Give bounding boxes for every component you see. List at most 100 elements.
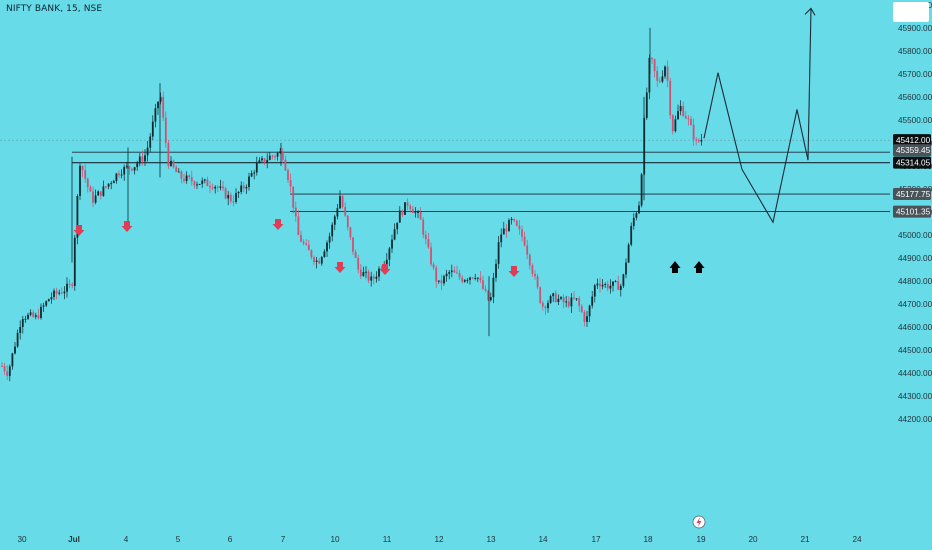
candle-body (203, 179, 206, 181)
candle-body (11, 353, 14, 367)
candle-body (211, 187, 214, 189)
candle-body (401, 210, 404, 215)
candle-body (450, 270, 453, 273)
x-tick-label: 14 (538, 535, 548, 544)
candle-body (84, 170, 87, 179)
down-arrow-marker[interactable] (379, 264, 391, 275)
candle-body (162, 96, 165, 118)
candle-body (14, 346, 16, 354)
candle-body (523, 236, 526, 246)
price-tag-label: 45412.00 (896, 136, 931, 145)
x-tick-label: 5 (176, 535, 181, 544)
candle-body (136, 163, 139, 168)
candle-body (227, 194, 230, 199)
candle-body (651, 57, 653, 60)
candle-body (645, 92, 648, 118)
candle-body (458, 273, 461, 278)
candle-body (167, 142, 170, 166)
candle-body (515, 220, 518, 226)
candle-body (180, 171, 183, 179)
candle-body (554, 293, 557, 303)
candle-body (619, 285, 622, 290)
candle-body (588, 305, 591, 317)
candle-body (453, 270, 456, 273)
candle-body (604, 284, 607, 286)
candle-body (133, 167, 136, 171)
candle-body (68, 283, 71, 285)
candle-body (73, 237, 76, 286)
candle-body (263, 158, 266, 163)
candle-body (510, 218, 513, 221)
candle-body (99, 191, 102, 196)
candle-body (596, 283, 599, 286)
candle-body (250, 172, 253, 177)
candle-body (242, 185, 245, 189)
up-arrow-marker[interactable] (669, 261, 681, 273)
candle-body (76, 195, 79, 238)
candle-body (89, 186, 92, 192)
candle-body (388, 248, 391, 260)
candle-body (27, 314, 29, 319)
candle-body (320, 257, 323, 264)
projection-path[interactable] (703, 8, 812, 224)
candle-body (118, 173, 120, 176)
down-arrow-marker[interactable] (334, 262, 346, 273)
candle-body (8, 366, 11, 376)
candle-body (487, 290, 490, 301)
candle-body (45, 301, 48, 306)
candle-body (414, 212, 417, 214)
up-arrow-marker[interactable] (693, 261, 705, 273)
candle-body (248, 176, 250, 188)
candle-body (253, 172, 256, 174)
x-tick-label: 30 (17, 535, 27, 544)
candle-body (508, 220, 510, 232)
price-tag (893, 156, 931, 169)
candle-body (497, 242, 500, 264)
candle-body (661, 76, 664, 82)
candle-body (466, 279, 469, 281)
candle-body (674, 119, 677, 132)
candle-body (172, 160, 175, 168)
candle-body (261, 158, 263, 161)
x-tick-label: 10 (330, 535, 340, 544)
x-tick-label: 4 (124, 535, 129, 544)
candle-body (193, 181, 196, 186)
candle-body (284, 159, 287, 171)
candle-body (94, 195, 97, 203)
candle-body (341, 196, 344, 208)
x-tick-label: 24 (852, 535, 862, 544)
candle-body (586, 316, 588, 322)
down-arrow-marker[interactable] (121, 221, 133, 232)
candle-body (697, 139, 700, 142)
candle-body (115, 173, 118, 181)
candle-body (365, 271, 367, 273)
down-arrow-marker[interactable] (508, 266, 520, 277)
candle-body (513, 218, 516, 221)
candle-body (276, 153, 279, 157)
candle-body (92, 191, 94, 203)
candle-body (671, 115, 674, 132)
y-tick-label: 44900.00 (898, 254, 932, 263)
logo-badge (893, 2, 929, 22)
y-tick-label: 45700.00 (898, 70, 932, 79)
candle-body (229, 194, 232, 202)
candle-body (601, 284, 604, 287)
down-arrow-marker[interactable] (272, 219, 284, 230)
candle-body (531, 265, 534, 274)
candle-body (482, 280, 484, 289)
lightning-icon[interactable] (692, 515, 706, 529)
candle-body (40, 306, 42, 319)
candle-body (232, 201, 235, 203)
candle-body (209, 186, 211, 188)
candle-body (349, 227, 352, 238)
candle-body (198, 184, 201, 186)
down-arrow-marker[interactable] (73, 225, 85, 236)
candle-body (648, 57, 651, 93)
candle-body (422, 219, 425, 235)
candle-body (268, 155, 271, 160)
candle-body (448, 272, 451, 274)
candle-body (219, 186, 222, 188)
candle-body (318, 260, 321, 264)
